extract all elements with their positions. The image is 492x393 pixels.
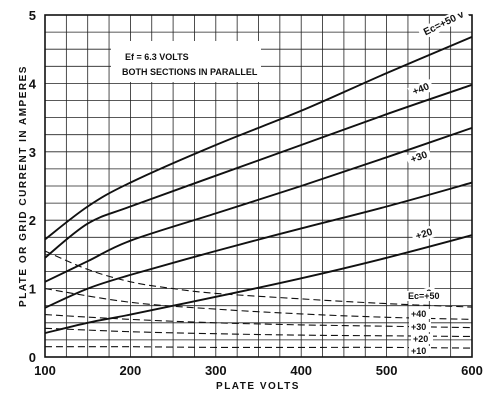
plate-curve-label: +20 xyxy=(414,227,434,243)
curve-label-background xyxy=(406,291,448,301)
y-tick-label: 3 xyxy=(29,145,36,160)
grid-current-curve xyxy=(44,250,473,308)
curve-label-background xyxy=(407,79,435,100)
x-tick-label: 500 xyxy=(376,363,398,378)
plate-curve-label: Ec=+50 v xyxy=(422,9,466,38)
annotation-box: Ef = 6.3 VOLTS BOTH SECTIONS IN PARALLEL xyxy=(111,41,261,82)
y-axis-label: PLATE OR GRID CURRENT IN AMPERES xyxy=(18,65,29,307)
curve-label-background xyxy=(409,346,431,356)
grid-curve-label: Ec=+50 xyxy=(408,291,440,301)
y-tick-label: 2 xyxy=(29,213,36,228)
curve-label-background xyxy=(410,224,438,244)
curve-label-background xyxy=(411,334,433,344)
y-tick-label: 4 xyxy=(29,76,37,91)
curve-label-background xyxy=(409,322,431,332)
curve-label-background xyxy=(417,6,470,41)
x-tick-label: 100 xyxy=(34,363,56,378)
x-tick-label: 200 xyxy=(120,363,142,378)
x-tick-label: 600 xyxy=(461,363,483,378)
x-tick-label: 300 xyxy=(205,363,227,378)
x-tick-label: 400 xyxy=(290,363,312,378)
plate-current-curve xyxy=(44,36,473,241)
plot-frame xyxy=(44,14,473,358)
grid-current-curve xyxy=(44,314,473,329)
plate-current-curve xyxy=(44,83,473,259)
grid-curve-label: +10 xyxy=(411,346,426,356)
grid-curve-label: +30 xyxy=(411,322,426,332)
plate-current-curve xyxy=(44,234,473,335)
plate-current-curve xyxy=(44,127,473,283)
y-tick-label: 5 xyxy=(29,8,36,23)
x-axis-label: PLATE VOLTS xyxy=(216,381,300,392)
grid-current-curve xyxy=(44,346,473,349)
grid-current-curve xyxy=(44,327,473,338)
tick-labels: 100 200 300 400 500 600 0 1 2 3 4 5 xyxy=(29,8,483,378)
annotation-line-1: Ef = 6.3 VOLTS xyxy=(125,52,189,62)
curve-label-background xyxy=(405,147,433,167)
y-tick-label: 1 xyxy=(29,282,36,297)
curve-label-background xyxy=(409,309,431,319)
grid-curve-label: +40 xyxy=(411,309,426,319)
plate-current-curve xyxy=(44,181,473,309)
series-labels: Ec=+50 v+40+30+20+10Ec=+50+40+30+20+10 xyxy=(405,6,470,356)
grid-current-curve xyxy=(44,288,473,320)
annotation-background xyxy=(111,41,261,82)
series-layer xyxy=(44,36,473,349)
y-tick-label: 0 xyxy=(29,350,36,365)
annotation-line-2: BOTH SECTIONS IN PARALLEL xyxy=(122,67,258,77)
grid-curve-label: +20 xyxy=(413,334,428,344)
